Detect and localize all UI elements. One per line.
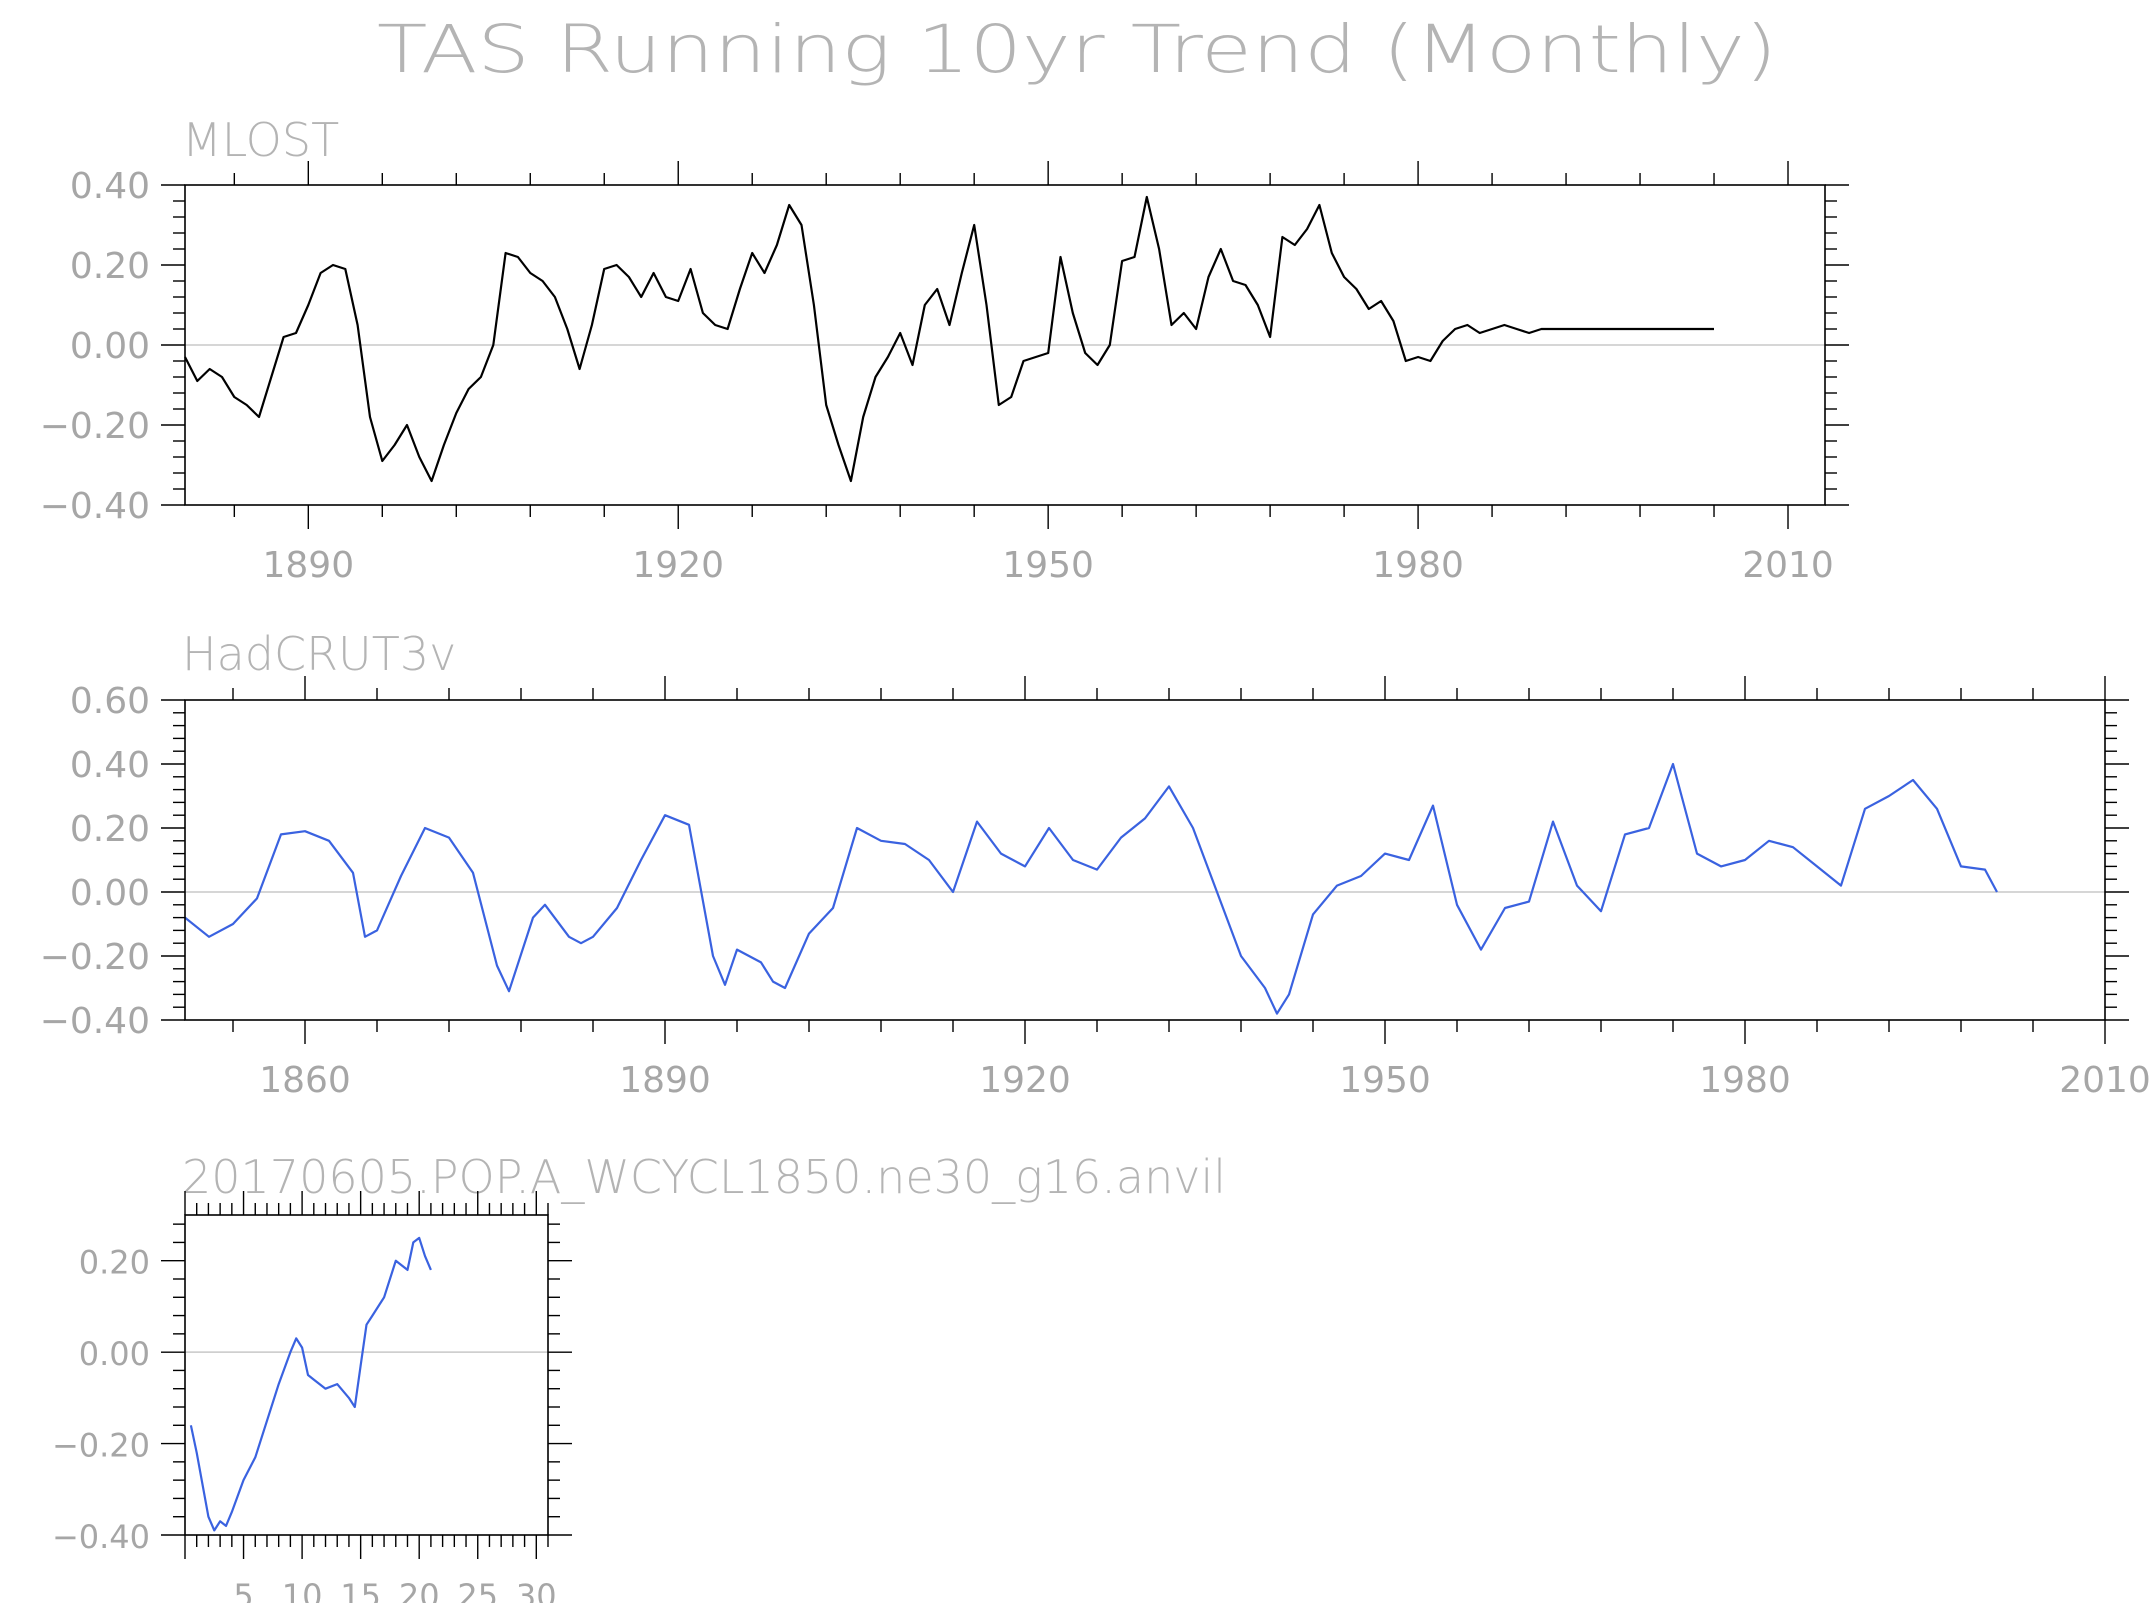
mlost-panel: MLOST 1890 1920 1950 1980 2010 −0.40 −0.20 0.00… [40, 113, 1849, 586]
model-run-y-tick-label: −0.40 [52, 1518, 150, 1556]
hadcrut3v-y-tick-label: 0.00 [70, 873, 150, 914]
hadcrut3v-x-tick-label: 1860 [259, 1060, 351, 1101]
hadcrut3v-y-tick-label: 0.20 [70, 809, 150, 850]
mlost-y-tick-label: 0.40 [70, 166, 150, 207]
hadcrut3v-y-tick-label: 0.60 [70, 681, 150, 722]
model-run-x-tick-label: 5 [233, 1577, 253, 1603]
hadcrut3v-x-tick-label: 1980 [1699, 1060, 1791, 1101]
model-run-series-line [189, 1236, 432, 1532]
mlost-x-tick-label: 1890 [262, 545, 354, 586]
model-run-x-tick-label: 10 [282, 1577, 323, 1603]
model-run-y-tick-label: 0.00 [79, 1335, 150, 1373]
hadcrut3v-x-tick-label: 1950 [1339, 1060, 1431, 1101]
model-run-x-tick-label: 15 [340, 1577, 381, 1603]
model-run-plot-frame [184, 1214, 549, 1536]
mlost-y-tick-label: 0.00 [70, 326, 150, 367]
hadcrut3v-x-tick-label: 1890 [619, 1060, 711, 1101]
mlost-panel-title: MLOST [182, 113, 339, 167]
mlost-y-tick-label: −0.40 [40, 486, 150, 527]
hadcrut3v-x-tick-label: 2010 [2059, 1060, 2151, 1101]
model-run-y-tick-label: −0.20 [52, 1427, 150, 1465]
hadcrut3v-panel: HadCRUT3v 1860 1890 1920 1950 1980 2010 −0.40 −… [40, 627, 2151, 1101]
model-run-x-tick-label: 20 [399, 1577, 440, 1603]
hadcrut3v-y-tick-label: −0.40 [40, 1001, 150, 1042]
hadcrut3v-plot-frame [184, 699, 2106, 1021]
mlost-x-tick-label: 1980 [1372, 545, 1464, 586]
hadcrut3v-x-tick-label: 1920 [979, 1060, 1071, 1101]
hadcrut3v-panel-title: HadCRUT3v [182, 627, 456, 681]
mlost-series-line [184, 195, 1714, 483]
model-run-x-tick-label: 30 [516, 1577, 557, 1603]
mlost-y-tick-label: 0.20 [70, 246, 150, 287]
model-run-x-tick-label: 25 [457, 1577, 498, 1603]
mlost-y-tick-label: −0.20 [40, 406, 150, 447]
model-run-panel: 20170605.POP.A_WCYCL1850.ne30_g16.anvil … [52, 1150, 1226, 1603]
mlost-x-tick-label: 2010 [1742, 545, 1834, 586]
mlost-x-tick-label: 1920 [632, 545, 724, 586]
figure-title: TAS Running 10yr Trend (Monthly) [377, 11, 1777, 88]
mlost-x-tick-label: 1950 [1002, 545, 1094, 586]
hadcrut3v-series-line [184, 762, 1998, 1015]
model-run-panel-title: 20170605.POP.A_WCYCL1850.ne30_g16.anvil [182, 1150, 1226, 1204]
model-run-y-tick-label: 0.20 [79, 1244, 150, 1282]
hadcrut3v-y-tick-label: 0.40 [70, 745, 150, 786]
hadcrut3v-y-tick-label: −0.20 [40, 937, 150, 978]
